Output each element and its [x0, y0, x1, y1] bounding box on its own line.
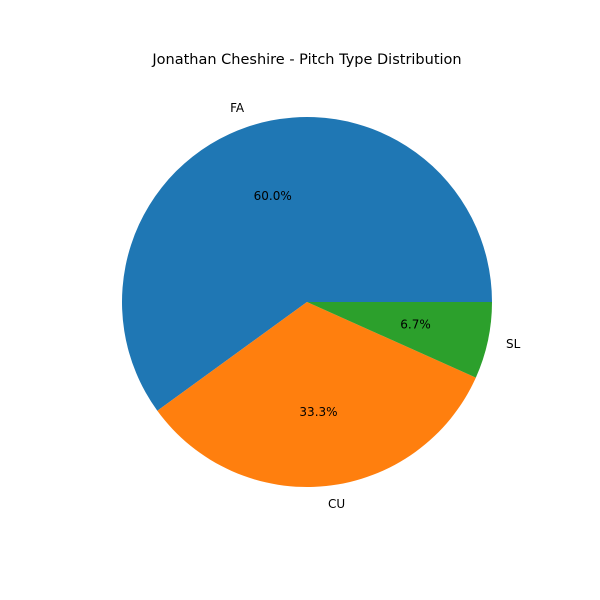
percent-label-cu: 33.3%	[299, 405, 337, 419]
percent-label-sl: 6.7%	[400, 318, 431, 332]
pie-labels: FA 60.0% CU 33.3% SL 6.7%	[230, 101, 521, 511]
percent-label-fa: 60.0%	[254, 189, 292, 203]
slice-label-cu: CU	[328, 497, 345, 511]
slice-label-fa: FA	[230, 101, 245, 115]
slice-label-sl: SL	[506, 337, 521, 351]
pie-slice-fa	[122, 117, 493, 411]
pie-slice-sl	[307, 302, 492, 378]
pie-slice-cu	[157, 302, 476, 487]
pie-slices	[122, 117, 493, 487]
chart-title: Jonathan Cheshire - Pitch Type Distribut…	[151, 52, 461, 68]
